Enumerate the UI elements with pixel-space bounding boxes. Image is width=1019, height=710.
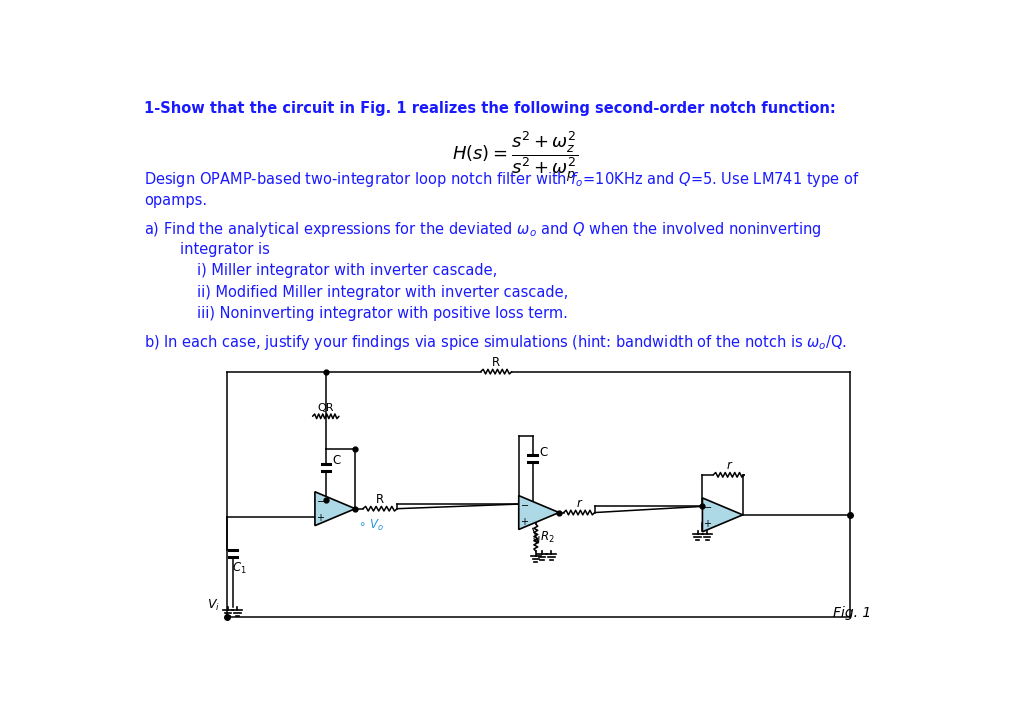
Text: ii) Modified Miller integrator with inverter cascade,: ii) Modified Miller integrator with inve… [197,285,569,300]
Text: $-$: $-$ [520,499,529,509]
Polygon shape [315,492,356,525]
Text: Design OPAMP-based two-integrator loop notch filter with $f_o$=10KHz and $Q$=5. : Design OPAMP-based two-integrator loop n… [145,170,860,189]
Text: 1-Show that the circuit in Fig. 1 realizes the following second-order notch func: 1-Show that the circuit in Fig. 1 realiz… [145,101,837,116]
Text: r: r [577,497,582,510]
Text: b) In each case, justify your findings via spice simulations (hint: bandwidth of: b) In each case, justify your findings v… [145,333,848,352]
Text: QR: QR [318,403,334,413]
Polygon shape [519,496,559,530]
Text: C: C [540,446,548,459]
Text: r: r [727,459,732,472]
Text: $+$: $+$ [520,515,529,527]
Text: opamps.: opamps. [145,193,208,208]
Polygon shape [702,498,743,532]
Text: $+$: $+$ [703,518,712,529]
Text: iii) Noninverting integrator with positive loss term.: iii) Noninverting integrator with positi… [197,306,568,321]
Text: $+$: $+$ [316,512,325,523]
Text: $R_2$: $R_2$ [540,530,555,545]
Text: $H(s) = \dfrac{s^2 + \omega_z^2}{s^2 + \omega_p^2}$: $H(s) = \dfrac{s^2 + \omega_z^2}{s^2 + \… [451,130,578,185]
Text: R: R [492,356,500,369]
Text: integrator is: integrator is [180,241,270,256]
Text: $-$: $-$ [316,496,325,506]
Text: a) Find the analytical expressions for the deviated $\omega_o$ and $Q$ when the : a) Find the analytical expressions for t… [145,220,822,239]
Text: $-$: $-$ [703,501,712,511]
Text: $V_i$: $V_i$ [208,599,220,613]
Text: $C_1$: $C_1$ [231,561,247,576]
Text: C: C [333,454,341,467]
Text: $\circ$ $V_o$: $\circ$ $V_o$ [359,518,384,533]
Text: R: R [376,493,384,506]
Text: i) Miller integrator with inverter cascade,: i) Miller integrator with inverter casca… [197,263,497,278]
Text: Fig. 1: Fig. 1 [833,606,871,621]
